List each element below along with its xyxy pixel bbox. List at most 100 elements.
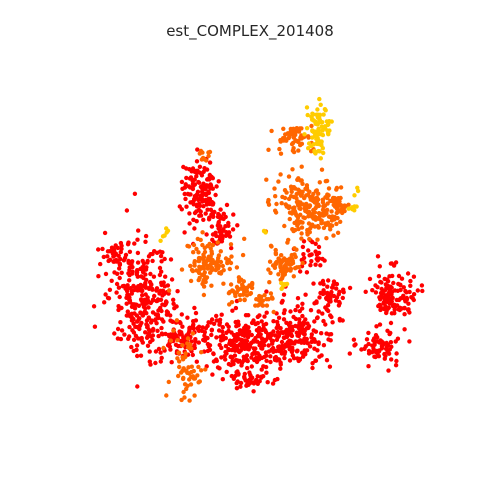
scatter-point [317, 96, 322, 102]
scatter-point [187, 342, 193, 347]
scatter-point [158, 238, 163, 243]
scatter-point [217, 366, 222, 371]
scatter-point [411, 274, 417, 279]
scatter-point [205, 348, 211, 354]
scatter-point [218, 207, 223, 212]
scatter-point [100, 246, 105, 252]
scatter-point [268, 291, 274, 296]
scatter-point [240, 332, 245, 337]
scatter-point [249, 355, 254, 360]
scatter-point [273, 208, 278, 213]
scatter-point [194, 159, 200, 164]
scatter-point [182, 395, 187, 400]
scatter-point [306, 134, 311, 139]
scatter-point [221, 268, 226, 273]
scatter-point [226, 328, 231, 334]
scatter-point [252, 339, 257, 344]
scatter-point [150, 328, 155, 333]
scatter-point [123, 252, 129, 258]
scatter-point [198, 148, 204, 154]
scatter-point [373, 354, 378, 360]
scatter-point [204, 202, 210, 207]
scatter-point [107, 287, 113, 292]
scatter-point [159, 317, 165, 322]
scatter-point [278, 151, 284, 156]
scatter-point [152, 293, 157, 299]
scatter-point [279, 339, 285, 345]
scatter-point [327, 364, 333, 369]
scatter-point [287, 347, 292, 352]
scatter-point [126, 271, 131, 276]
scatter-point [366, 351, 372, 356]
scatter-point [331, 233, 336, 238]
scatter-point [153, 349, 159, 354]
scatter-point [242, 371, 247, 377]
scatter-point [204, 259, 209, 264]
scatter-point [304, 126, 310, 131]
scatter-point [277, 332, 282, 337]
scatter-point [199, 173, 205, 178]
scatter-point [387, 301, 393, 306]
scatter-point [173, 333, 179, 338]
scatter-point [194, 246, 199, 252]
scatter-point [381, 300, 387, 305]
scatter-point [166, 288, 172, 293]
scatter-point [306, 325, 311, 331]
scatter-point [210, 257, 215, 263]
scatter-point [340, 210, 345, 216]
scatter-point [329, 119, 334, 124]
scatter-point [322, 258, 327, 263]
scatter-point [248, 291, 254, 296]
scatter-point [131, 283, 136, 289]
scatter-point [347, 351, 352, 356]
scatter-point [169, 277, 175, 282]
scatter-point [220, 377, 225, 382]
scatter-point [198, 237, 203, 243]
scatter-point [188, 278, 194, 284]
scatter-point [263, 329, 269, 335]
scatter-point [148, 320, 154, 325]
scatter-point [185, 315, 190, 320]
scatter-point [180, 343, 185, 348]
scatter-point [408, 278, 413, 284]
scatter-point [169, 360, 174, 365]
scatter-point [295, 215, 301, 220]
scatter-point [183, 351, 188, 356]
scatter-point [209, 317, 215, 322]
scatter-point [162, 233, 167, 238]
scatter-point [395, 303, 400, 308]
scatter-point [295, 348, 300, 353]
scatter-point [112, 331, 117, 336]
scatter-point [161, 280, 166, 285]
scatter-point [136, 228, 141, 233]
scatter-point [329, 314, 334, 320]
scatter-point [379, 290, 384, 296]
scatter-point [202, 166, 207, 171]
scatter-point [236, 323, 241, 328]
scatter-point [183, 196, 188, 202]
scatter-point [155, 328, 160, 333]
scatter-point [132, 311, 137, 316]
scatter-point [259, 346, 264, 351]
scatter-point [119, 328, 125, 333]
scatter-point [308, 226, 313, 231]
scatter-point [157, 249, 163, 254]
scatter-point [234, 386, 240, 391]
scatter-point [300, 301, 305, 306]
scatter-point [190, 181, 196, 187]
scatter-point [350, 205, 355, 210]
scatter-point [252, 380, 257, 385]
scatter-point [296, 226, 301, 232]
scatter-point [263, 364, 269, 370]
scatter-point [102, 300, 107, 305]
scatter-point [154, 288, 159, 293]
scatter-point [382, 276, 387, 282]
scatter-point [179, 397, 184, 403]
scatter-point [282, 195, 288, 201]
scatter-point [290, 167, 295, 172]
scatter-point [238, 337, 244, 343]
scatter-point [132, 287, 137, 293]
scatter-point [332, 217, 337, 222]
scatter-point [384, 309, 389, 314]
scatter-point [269, 128, 274, 134]
